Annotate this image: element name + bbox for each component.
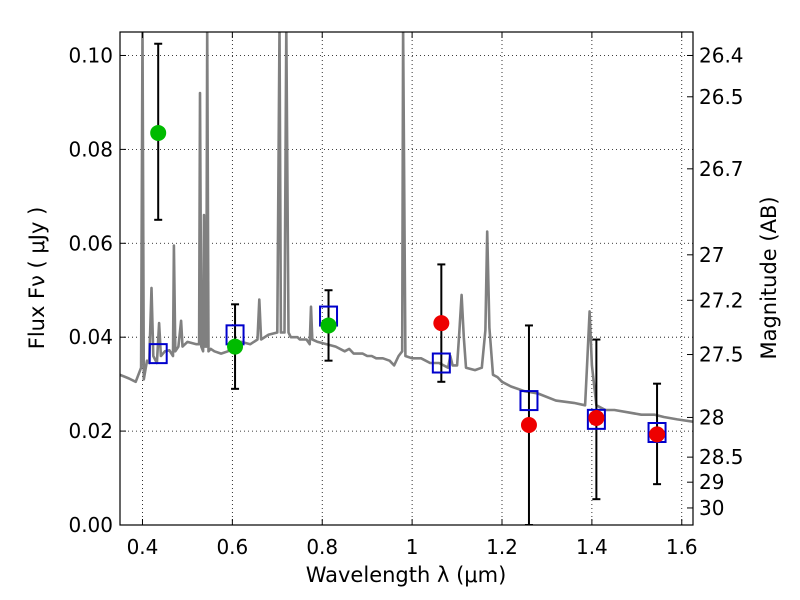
y-axis-label: Flux Fν ( μJy ) [25, 207, 49, 350]
red-photometry-point [520, 416, 537, 433]
x-tick-label: 1.4 [576, 535, 608, 559]
y-tick-label: 0.00 [68, 513, 113, 537]
markers [148, 124, 667, 444]
green-photometry-point [227, 338, 244, 355]
x-tick-label: 0.4 [127, 535, 159, 559]
mag-tick-label: 26.5 [699, 85, 744, 109]
mag-tick-label: 27.5 [699, 343, 744, 367]
x-tick-label: 1.6 [666, 535, 698, 559]
plot-background [120, 32, 693, 525]
plot-frame [119, 31, 694, 526]
spectrum-layer [120, 32, 693, 423]
y-tick-label: 0.06 [68, 231, 113, 255]
model-square [431, 352, 451, 374]
red-photometry-point [588, 409, 605, 426]
x-tick-label: 0.8 [306, 535, 338, 559]
model-square [519, 390, 539, 412]
mag-tick-label: 28 [699, 405, 724, 429]
mag-tick-label: 29 [699, 470, 724, 494]
red-photometry-point [649, 426, 666, 443]
mag-tick-label: 26.7 [699, 157, 744, 181]
x-axis-label: Wavelength λ (μm) [306, 563, 507, 587]
x-tick-label: 1.2 [486, 535, 518, 559]
mag-tick-label: 28.5 [699, 445, 744, 469]
x-tick-label: 0.6 [216, 535, 248, 559]
green-photometry-point [320, 317, 337, 334]
red-photometry-point [433, 315, 450, 332]
x-tick-label: 1 [406, 535, 419, 559]
y-tick-label: 0.04 [68, 325, 113, 349]
y-tick-label: 0.02 [68, 419, 113, 443]
model-square [148, 343, 168, 365]
y-tick-label: 0.10 [68, 43, 113, 67]
right-axis-label: Magnitude (AB) [757, 196, 781, 359]
y-tick-label: 0.08 [68, 137, 113, 161]
mag-tick-label: 30 [699, 496, 724, 520]
mag-tick-label: 26.4 [699, 43, 744, 67]
mag-tick-label: 27.2 [699, 288, 744, 312]
green-photometry-point [150, 124, 167, 141]
axis-ticks: 0.4 0.6 0.8 1 1.2 1.4 1.6 0.00 0.02 0.04 0.06 0.08 0… [68, 32, 744, 559]
mag-tick-label: 27 [699, 243, 724, 267]
model-square [586, 408, 606, 430]
spectrum-line [120, 32, 693, 423]
